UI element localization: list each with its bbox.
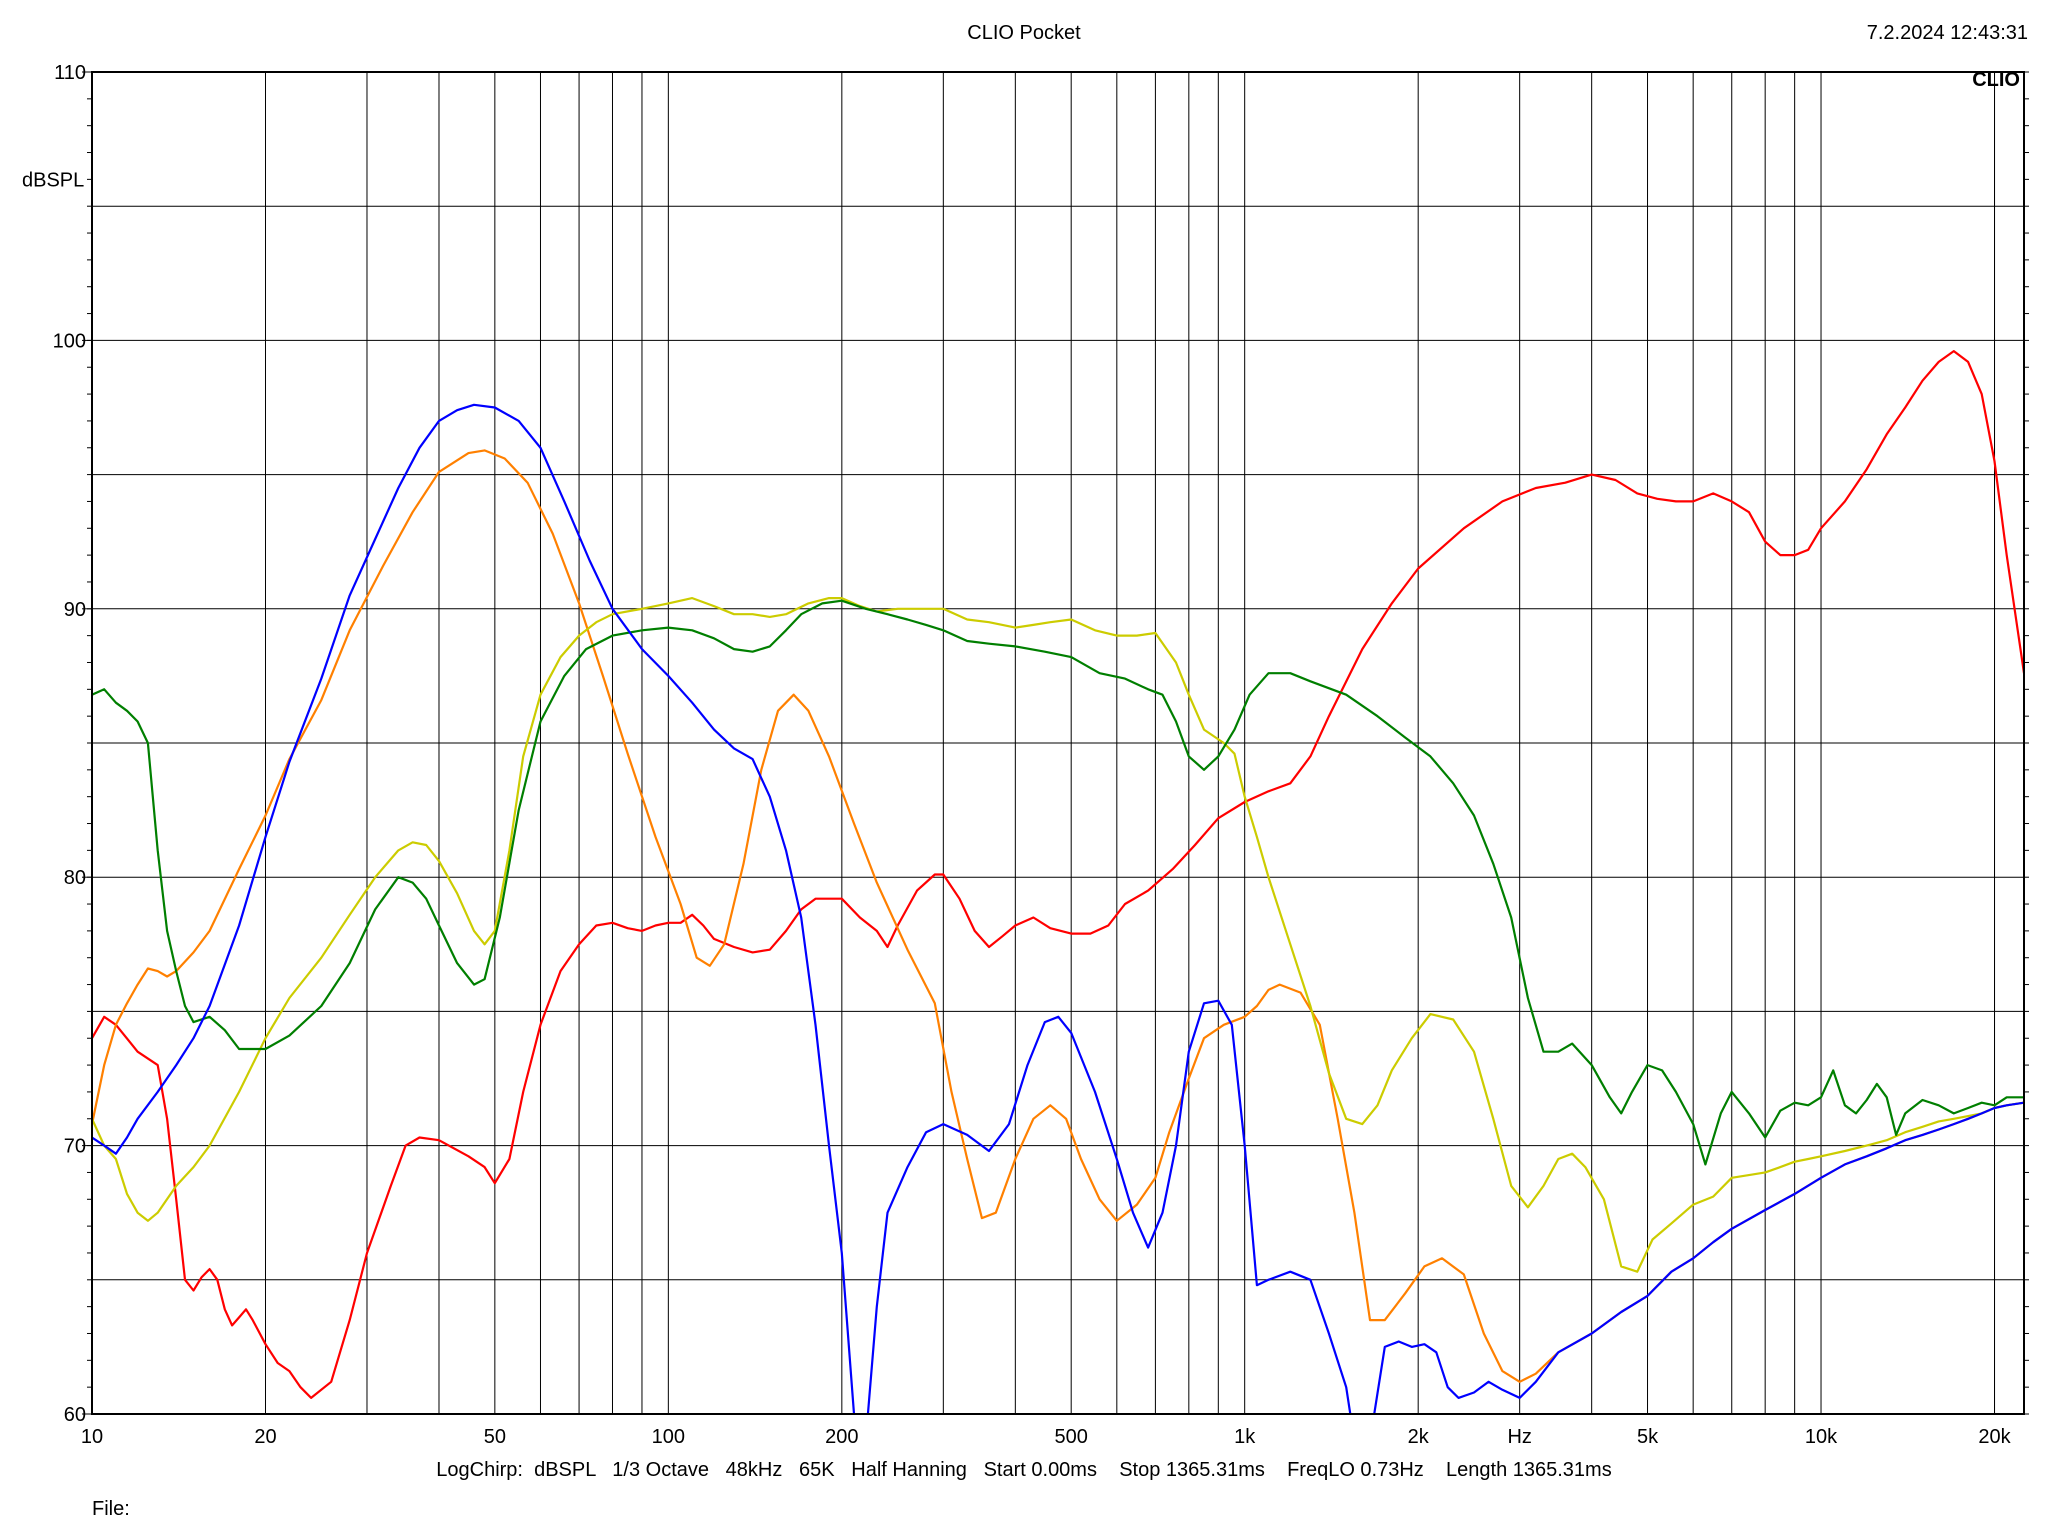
x-tick-label: 5k (1637, 1426, 1659, 1448)
x-tick-label: 200 (825, 1426, 858, 1448)
x-tick-label: 20 (254, 1426, 276, 1448)
y-tick-label: 70 (64, 1136, 86, 1158)
x-tick-label: 20k (1978, 1426, 2011, 1448)
x-axis-label: Hz (1507, 1426, 1531, 1448)
plot-frame (91, 71, 2025, 1415)
x-tick-label: 10 (81, 1426, 103, 1448)
y-tick-label: 80 (64, 867, 86, 889)
series-line-3 (92, 597, 2024, 1273)
series-line-4 (92, 599, 2024, 1166)
y-axis-ticks: 60 70 80 90 100 110 (53, 62, 2029, 1426)
measurement-settings: LogChirp: dBSPL 1/3 Octave 48kHz 65K Hal… (436, 1459, 1612, 1481)
y-tick-label: 110 (54, 62, 86, 84)
series-line-1 (92, 350, 2024, 1399)
chart-title: CLIO Pocket (967, 22, 1081, 44)
y-axis-label: dBSPL (22, 169, 84, 191)
x-tick-label: 500 (1054, 1426, 1087, 1448)
x-axis-ticks: 10 20 50 100 200 500 1k 2k 5k 10k 20k (81, 1426, 2012, 1448)
x-tick-label: 2k (1408, 1426, 1430, 1448)
y-tick-label: 100 (53, 330, 86, 352)
timestamp: 7.2.2024 12:43:31 (1866, 22, 2028, 44)
x-tick-label: 100 (652, 1426, 685, 1448)
y-tick-label: 60 (64, 1404, 86, 1426)
series-line-5 (92, 403, 2024, 1414)
x-tick-label: 1k (1234, 1426, 1256, 1448)
x-tick-label: 10k (1805, 1426, 1838, 1448)
series-layer (92, 350, 2024, 1414)
x-tick-label: 50 (484, 1426, 506, 1448)
series-line-2 (92, 449, 2024, 1383)
clio-logo-text: CLIO (1972, 69, 2020, 91)
file-label: File: (92, 1498, 130, 1520)
y-tick-label: 90 (64, 599, 86, 621)
